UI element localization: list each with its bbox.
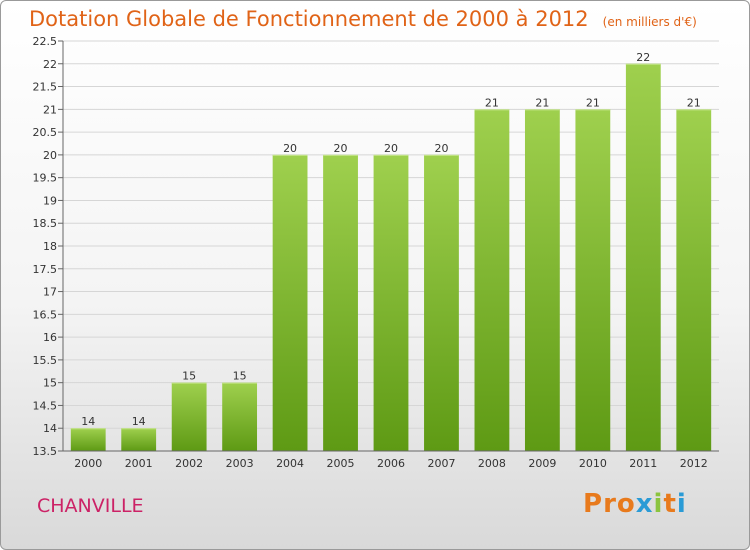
- x-tick-label: 2009: [528, 457, 556, 470]
- y-tick-label: 16: [43, 331, 57, 344]
- y-tick-label: 15: [43, 377, 57, 390]
- y-tick-label: 21: [43, 103, 57, 116]
- x-tick-label: 2005: [327, 457, 355, 470]
- y-tick-label: 22.5: [33, 35, 58, 48]
- logo-letter: i: [676, 489, 687, 519]
- data-label: 15: [182, 370, 196, 383]
- data-label: 14: [132, 415, 146, 428]
- y-tick-label: 21.5: [33, 81, 58, 94]
- y-tick-label: 13.5: [33, 445, 58, 458]
- bar-2005: [323, 154, 358, 451]
- y-tick-label: 18.5: [33, 217, 58, 230]
- data-label: 21: [586, 96, 600, 109]
- commune-name: CHANVILLE: [37, 495, 144, 517]
- x-tick-label: 2008: [478, 457, 506, 470]
- title-text: Dotation Globale de Fonctionnement de 20…: [29, 7, 589, 31]
- y-tick-label: 20: [43, 149, 57, 162]
- y-tick-label: 17: [43, 286, 57, 299]
- y-tick-label: 20.5: [33, 126, 58, 139]
- bar-2003: [222, 382, 258, 451]
- data-label: 15: [233, 370, 247, 383]
- bar-2002: [171, 382, 207, 451]
- y-tick-label: 14.5: [33, 399, 58, 412]
- y-tick-label: 17.5: [33, 263, 58, 276]
- title-unit: (en milliers d'€): [602, 15, 697, 29]
- y-tick-label: 16.5: [33, 308, 58, 321]
- bar-2009: [524, 109, 560, 451]
- data-label: 20: [384, 142, 398, 155]
- data-label: 20: [334, 142, 348, 155]
- bar-2001: [121, 428, 157, 451]
- y-tick-label: 18: [43, 240, 57, 253]
- x-tick-label: 2004: [276, 457, 304, 470]
- y-tick-label: 19.5: [33, 172, 58, 185]
- x-tick-label: 2002: [175, 457, 203, 470]
- bar-2004: [272, 154, 308, 451]
- logo-letter: x: [635, 489, 654, 519]
- data-label: 21: [687, 96, 701, 109]
- data-label: 21: [535, 96, 549, 109]
- y-tick-label: 15.5: [33, 354, 58, 367]
- bar-2010: [575, 109, 611, 451]
- bar-2012: [676, 109, 712, 451]
- data-label: 22: [636, 51, 650, 64]
- bar-2008: [474, 109, 510, 451]
- logo-letter: r: [603, 489, 617, 519]
- x-tick-label: 2010: [579, 457, 607, 470]
- y-tick-label: 22: [43, 58, 57, 71]
- bar-2006: [373, 154, 409, 451]
- chart-title: Dotation Globale de Fonctionnement de 20…: [29, 7, 697, 31]
- logo-letter: t: [663, 489, 677, 519]
- data-label: 14: [81, 415, 95, 428]
- x-tick-label: 2007: [427, 457, 455, 470]
- logo-letter: o: [616, 489, 636, 519]
- data-label: 20: [283, 142, 297, 155]
- y-tick-label: 19: [43, 194, 57, 207]
- logo-letter: P: [583, 489, 604, 519]
- y-tick-label: 14: [43, 422, 57, 435]
- x-tick-label: 2011: [629, 457, 657, 470]
- logo-letter: i: [653, 489, 664, 519]
- bar-2007: [424, 154, 459, 451]
- proxiti-logo: Proxiti: [583, 489, 687, 519]
- x-tick-label: 2012: [680, 457, 708, 470]
- bar-2000: [70, 428, 106, 451]
- x-tick-label: 2001: [125, 457, 153, 470]
- data-label: 21: [485, 96, 499, 109]
- x-tick-label: 2006: [377, 457, 405, 470]
- x-tick-label: 2000: [74, 457, 102, 470]
- bar-2011: [625, 63, 661, 452]
- x-tick-label: 2003: [226, 457, 254, 470]
- data-label: 20: [434, 142, 448, 155]
